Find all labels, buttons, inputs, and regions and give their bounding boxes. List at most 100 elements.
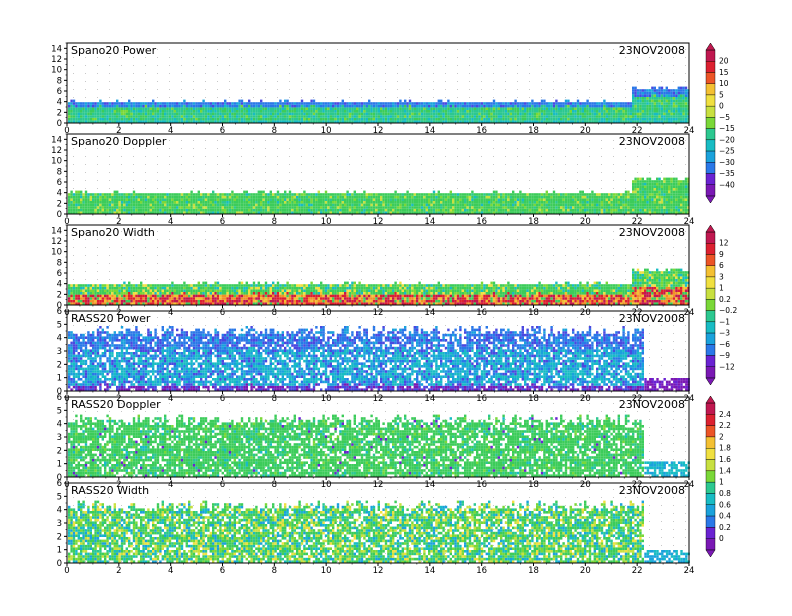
y-tick-label: 4 bbox=[57, 506, 62, 516]
y-tick-label: 2 bbox=[57, 532, 62, 542]
x-tick-label: 20 bbox=[580, 308, 591, 318]
y-tick-label: 14 bbox=[51, 44, 62, 54]
x-tick-label: 4 bbox=[168, 480, 173, 490]
colorbar-label: −20 bbox=[719, 135, 735, 144]
x-tick-label: 18 bbox=[528, 308, 539, 318]
x-tick-label: 12 bbox=[373, 308, 384, 318]
y-tick-label: 4 bbox=[57, 280, 62, 290]
panel-date: 23NOV2008 bbox=[619, 135, 685, 148]
y-tick-label: 3 bbox=[57, 347, 62, 357]
colorbar-label: 0 bbox=[719, 102, 724, 111]
y-tick-label: 8 bbox=[57, 258, 62, 268]
y-tick-label: 6 bbox=[57, 307, 62, 317]
heatmap-cells bbox=[68, 87, 690, 123]
colorbar-arrow-top bbox=[706, 225, 715, 232]
colorbar-label: 1.6 bbox=[719, 455, 731, 464]
y-tick-label: 8 bbox=[57, 76, 62, 86]
colorbar-label: −15 bbox=[719, 124, 735, 133]
x-tick-label: 18 bbox=[528, 394, 539, 404]
colorbar-label: 0.6 bbox=[719, 500, 731, 509]
y-tick-label: 10 bbox=[51, 248, 62, 258]
colorbar-3: 2.42.221.81.61.410.80.60.40.20 bbox=[706, 396, 731, 557]
y-tick-label: 12 bbox=[51, 237, 62, 247]
x-tick-label: 18 bbox=[528, 566, 539, 576]
panel-date: 23NOV2008 bbox=[619, 44, 685, 57]
colorbar-label: 1 bbox=[719, 478, 724, 487]
y-tick-label: 6 bbox=[57, 393, 62, 403]
heatmap-cells bbox=[68, 501, 690, 563]
colorbar-label: 2.2 bbox=[719, 421, 731, 430]
colorbar-label: −6 bbox=[719, 340, 730, 349]
x-tick-label: 8 bbox=[272, 394, 277, 404]
y-tick-label: 6 bbox=[57, 269, 62, 279]
x-tick-label: 20 bbox=[580, 394, 591, 404]
x-tick-label: 8 bbox=[272, 308, 277, 318]
y-tick-label: 2 bbox=[57, 108, 62, 118]
colorbar-label: −3 bbox=[719, 329, 730, 338]
y-tick-label: 4 bbox=[57, 189, 62, 199]
y-tick-label: 1 bbox=[57, 460, 62, 470]
colorbar-label: 1.4 bbox=[719, 466, 731, 475]
colorbar-arrow-bottom bbox=[706, 196, 715, 203]
colorbar-label: 0.2 bbox=[719, 295, 731, 304]
colorbar-label: 6 bbox=[719, 261, 724, 270]
colorbar-label: 12 bbox=[719, 239, 729, 248]
y-tick-label: 5 bbox=[57, 406, 62, 416]
panel-date: 23NOV2008 bbox=[619, 484, 685, 497]
panel-date: 23NOV2008 bbox=[619, 312, 685, 325]
x-tick-label: 14 bbox=[424, 394, 435, 404]
y-tick-label: 6 bbox=[57, 178, 62, 188]
colorbar-label: −35 bbox=[719, 169, 735, 178]
y-tick-label: 3 bbox=[57, 433, 62, 443]
y-tick-label: 10 bbox=[51, 66, 62, 76]
colorbar-label: 9 bbox=[719, 250, 724, 259]
x-tick-label: 2 bbox=[116, 566, 121, 576]
y-tick-label: 4 bbox=[57, 420, 62, 430]
panel-title: Spano20 Power bbox=[71, 44, 157, 57]
x-tick-label: 4 bbox=[168, 308, 173, 318]
x-tick-label: 16 bbox=[476, 394, 487, 404]
x-tick-label: 6 bbox=[220, 566, 225, 576]
heatmap-cells bbox=[68, 269, 690, 305]
x-tick-label: 12 bbox=[373, 394, 384, 404]
x-tick-label: 14 bbox=[424, 566, 435, 576]
x-tick-label: 24 bbox=[684, 566, 695, 576]
panel-title: RASS20 Doppler bbox=[71, 398, 161, 411]
x-tick-label: 10 bbox=[321, 566, 332, 576]
y-tick-label: 0 bbox=[57, 559, 62, 569]
colorbar-label: −12 bbox=[719, 362, 735, 371]
colorbar-label: −25 bbox=[719, 147, 735, 156]
y-tick-label: 12 bbox=[51, 146, 62, 156]
x-tick-label: 6 bbox=[220, 308, 225, 318]
x-tick-label: 14 bbox=[424, 480, 435, 490]
y-tick-label: 1 bbox=[57, 374, 62, 384]
colorbar-arrow-top bbox=[706, 396, 715, 403]
colorbar-label: 0.8 bbox=[719, 489, 731, 498]
y-tick-label: 14 bbox=[51, 135, 62, 145]
colorbar-label: 1 bbox=[719, 284, 724, 293]
x-tick-label: 6 bbox=[220, 394, 225, 404]
colorbar-label: −1 bbox=[719, 317, 730, 326]
y-tick-label: 10 bbox=[51, 157, 62, 167]
colorbar-label: 0.2 bbox=[719, 523, 731, 532]
colorbar-arrow-top bbox=[706, 43, 715, 50]
y-tick-label: 2 bbox=[57, 446, 62, 456]
x-tick-label: 16 bbox=[476, 308, 487, 318]
y-tick-label: 2 bbox=[57, 199, 62, 209]
colorbar-label: 2 bbox=[719, 432, 724, 441]
y-tick-label: 12 bbox=[51, 55, 62, 65]
x-tick-label: 8 bbox=[272, 480, 277, 490]
x-tick-label: 8 bbox=[272, 566, 277, 576]
colorbar-label: 10 bbox=[719, 79, 729, 88]
x-tick-label: 4 bbox=[168, 394, 173, 404]
x-tick-label: 16 bbox=[476, 566, 487, 576]
